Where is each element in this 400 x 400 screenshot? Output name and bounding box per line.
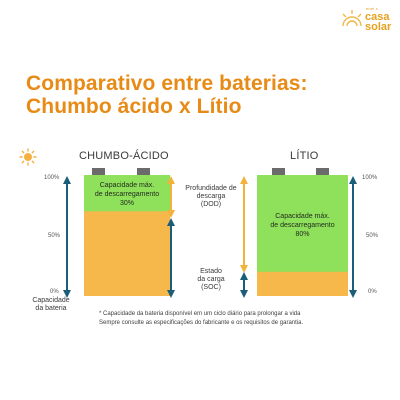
sun-icon xyxy=(19,148,37,166)
right-scale-0: 0% xyxy=(368,289,377,295)
brand-line1: enel x xyxy=(366,6,378,11)
lithium-capacity-label: Capacidade máx. de descarregamento 80% xyxy=(257,212,348,239)
left-scale-100: 100% xyxy=(44,175,60,181)
battery-capacity-label: Capacidade da bateria xyxy=(26,297,76,313)
lithium-title: LÍTIO xyxy=(290,150,319,162)
soc-label-line2: da carga xyxy=(197,276,225,283)
footnote-line2: Sempre consulte as especificações do fab… xyxy=(99,320,304,326)
lithium-dod-fill xyxy=(257,175,348,272)
lithium-terminal-right xyxy=(316,168,329,175)
left-scale-0: 0% xyxy=(50,289,59,295)
lead-acid-label-line3: 30% xyxy=(119,200,134,207)
footnote-line1: * Capacidade da bateria disponível em um… xyxy=(99,311,301,317)
lead-acid-terminal-right xyxy=(137,168,150,175)
page-title-line1: Comparativo entre baterias: xyxy=(26,72,308,95)
lithium-label-line2: de descarregamento xyxy=(270,222,335,229)
lead-acid-label-line1: Capacidade máx. xyxy=(99,182,155,189)
dod-label: Profundidade de descarga (DOD) xyxy=(176,185,246,209)
right-scale-50: 50% xyxy=(366,233,379,239)
dod-label-line3: (DOD) xyxy=(200,201,222,208)
lithium-battery xyxy=(257,168,348,296)
soc-label-line1: Estado xyxy=(200,268,222,275)
lead-acid-terminal-left xyxy=(92,168,105,175)
soc-label: Estado da carga (SOC) xyxy=(181,268,241,292)
lead-acid-battery xyxy=(84,168,170,296)
battery-capacity-line1: Capacidade xyxy=(32,297,70,304)
footnote: * Capacidade da bateria disponível em um… xyxy=(99,310,389,328)
lead-acid-label-line2: de descarregamento xyxy=(94,191,160,198)
lead-acid-title: CHUMBO-ÁCIDO xyxy=(79,150,169,162)
dod-label-line2: descarga xyxy=(196,193,226,200)
right-scale-100: 100% xyxy=(362,175,378,181)
brand-line3: solar xyxy=(365,21,392,33)
battery-capacity-line2: da bateria xyxy=(35,305,67,312)
left-scale-50: 50% xyxy=(48,233,61,239)
lithium-label-line1: Capacidade máx. xyxy=(275,213,330,220)
brand-line2: casa xyxy=(365,11,390,23)
lead-acid-capacity-label: Capacidade máx. de descarregamento 30% xyxy=(84,181,170,208)
page-title-line2: Chumbo ácido x Lítio xyxy=(26,95,242,118)
lead-acid-dod-fill xyxy=(84,175,170,212)
soc-label-line3: (SOC) xyxy=(201,284,221,291)
lithium-label-line3: 80% xyxy=(295,231,310,238)
dod-label-line1: Profundidade de xyxy=(185,185,237,192)
lithium-terminal-left xyxy=(272,168,285,175)
sun-logo-icon xyxy=(342,10,362,27)
